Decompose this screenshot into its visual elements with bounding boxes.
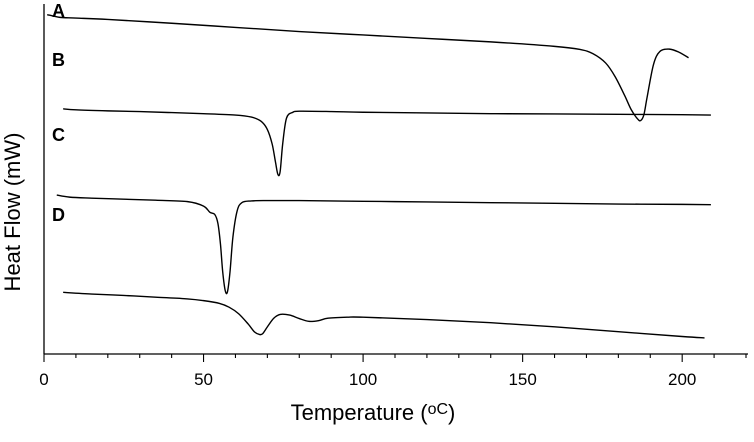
series-line-a [47, 13, 689, 122]
x-tick-label: 100 [349, 370, 377, 389]
curve-label-c: C [52, 125, 65, 145]
x-axis-ticks: 0 50 100 150 200 [39, 354, 747, 389]
series-line-b [63, 108, 711, 177]
x-tick-label: 0 [39, 370, 48, 389]
curve-label-b: B [52, 50, 65, 70]
x-axis-title: Temperature (oC) [291, 400, 456, 425]
curve-label-a: A [52, 1, 65, 21]
axes [43, 4, 748, 355]
x-tick-label: 50 [194, 370, 213, 389]
x-axis-title-unit: oC [428, 401, 448, 418]
series-layer [47, 13, 711, 339]
x-tick-label: 200 [668, 370, 696, 389]
curve-label-d: D [52, 205, 65, 225]
y-axis-title: Heat Flow (mW) [0, 133, 25, 292]
x-tick-label: 150 [508, 370, 536, 389]
series-line-c [56, 194, 711, 295]
x-axis-title-close: ) [448, 400, 455, 425]
x-axis-title-text: Temperature ( [291, 400, 429, 425]
series-line-d [63, 291, 705, 339]
curve-labels: A B C D [52, 1, 65, 225]
